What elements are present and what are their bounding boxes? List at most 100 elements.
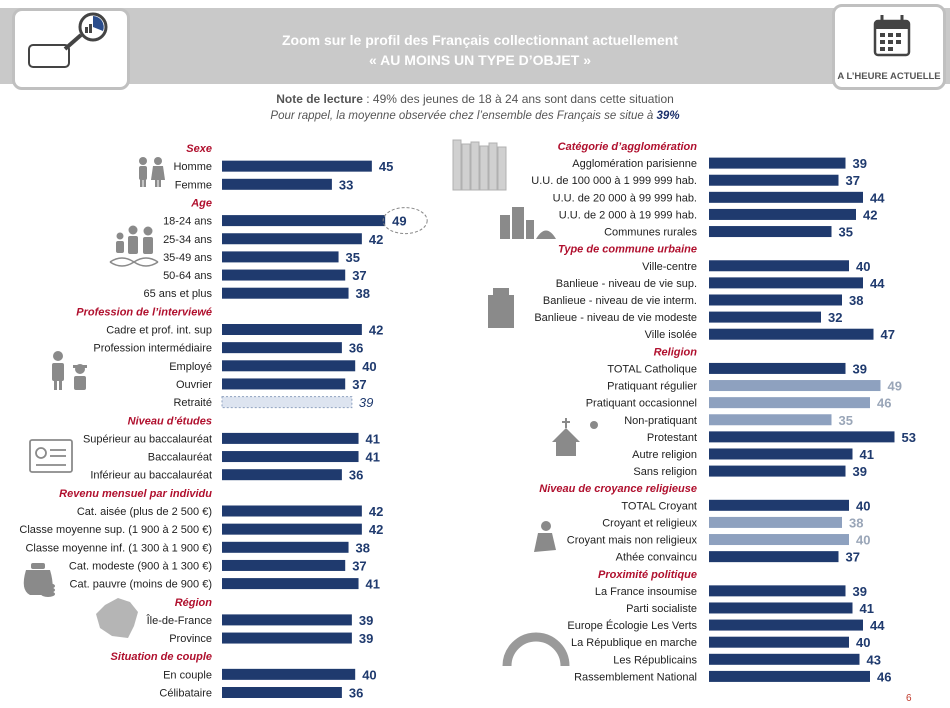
category-label: Pratiquant régulier (607, 381, 697, 393)
section-title: Religion (654, 346, 698, 358)
bar (222, 378, 346, 390)
value-label: 40 (362, 359, 376, 374)
bar (709, 602, 853, 614)
value-label: 37 (846, 550, 860, 565)
value-label: 38 (849, 293, 863, 308)
reading-note-text: : 49% des jeunes de 18 à 24 ans sont dan… (362, 92, 674, 106)
bar (709, 516, 842, 528)
category-label: Athée convaincu (616, 552, 697, 564)
category-label: En couple (163, 669, 212, 681)
bar (709, 670, 870, 682)
section-title: Niveau d’études (128, 415, 212, 427)
category-label: Île-de-France (146, 614, 212, 627)
category-label: Homme (173, 161, 212, 173)
bar (222, 523, 362, 535)
bar (222, 559, 346, 571)
category-label: Agglomération parisienne (572, 158, 697, 170)
category-label: Célibataire (159, 688, 212, 700)
period-badge: A L’HEURE ACTUELLE (837, 71, 941, 82)
category-label: Croyant mais non religieux (567, 535, 698, 547)
value-label: 39 (359, 613, 373, 628)
value-label: 35 (839, 413, 853, 428)
header: Zoom sur le profil des Français collecti… (0, 0, 950, 90)
category-label: 50-64 ans (163, 270, 212, 282)
bar (222, 233, 362, 245)
value-label: 42 (369, 232, 383, 247)
value-label: 44 (870, 190, 885, 205)
value-label: 38 (849, 515, 863, 530)
category-label: Rassemblement National (574, 671, 697, 683)
category-label: Province (169, 633, 212, 645)
bar (222, 287, 349, 299)
page-title: Zoom sur le profil des Français collecti… (140, 30, 820, 70)
value-label: 36 (349, 468, 363, 483)
value-label: 44 (870, 618, 885, 633)
category-label: Cat. pauvre (moins de 900 €) (70, 579, 212, 591)
section-title: Niveau de croyance religieuse (539, 483, 697, 495)
praying-person-icon (534, 521, 556, 552)
value-label: 45 (379, 159, 393, 174)
bar (222, 632, 352, 644)
value-label: 42 (369, 522, 383, 537)
highlight-ring (382, 207, 428, 235)
category-label: Sans religion (633, 466, 697, 478)
value-label: 46 (877, 396, 891, 411)
bar (222, 541, 349, 553)
category-label: Inférieur au baccalauréat (90, 470, 212, 482)
category-label: Ouvrier (176, 379, 212, 391)
bar (709, 260, 849, 272)
value-label: 46 (877, 669, 891, 684)
bar (222, 342, 342, 354)
bar (709, 619, 863, 631)
category-label: 65 ans et plus (144, 288, 213, 300)
category-label: Non-pratiquant (624, 415, 697, 427)
bar (709, 328, 874, 340)
category-label: Classe moyenne inf. (1 300 à 1 900 €) (25, 542, 212, 554)
bar (222, 469, 342, 481)
value-label: 37 (846, 173, 860, 188)
category-label: Pratiquant occasionnel (586, 398, 697, 410)
value-label: 40 (362, 667, 376, 682)
section-title: Situation de couple (111, 651, 212, 663)
bar (709, 311, 821, 323)
books-icon (452, 139, 507, 191)
category-label: Banlieue - niveau de vie sup. (556, 278, 697, 290)
bar (709, 499, 849, 511)
category-label: Femme (175, 179, 212, 191)
value-label: 39 (853, 361, 867, 376)
category-label: Supérieur au baccalauréat (83, 433, 212, 445)
bar (709, 653, 860, 665)
value-label: 39 (359, 395, 373, 410)
value-label: 53 (902, 430, 916, 445)
bar (709, 431, 895, 443)
average-note: Pour rappel, la moyenne observée chez l’… (150, 110, 800, 122)
category-label: U.U. de 2 000 à 19 999 hab. (559, 209, 697, 221)
category-label: U.U. de 20 000 à 99 999 hab. (553, 192, 697, 204)
value-label: 36 (349, 341, 363, 356)
value-label: 39 (853, 464, 867, 479)
bar (709, 191, 863, 203)
value-label: 40 (856, 635, 870, 650)
bar (709, 551, 839, 563)
category-label: Ville-centre (642, 261, 697, 273)
hemicycle-icon (502, 632, 570, 667)
france-map-icon (96, 598, 138, 638)
value-label: 37 (352, 558, 366, 573)
bar (709, 397, 870, 409)
section-title: Type de commune urbaine (558, 244, 697, 256)
value-label: 42 (369, 504, 383, 519)
right-panel: Catégorie d’agglomération Agglomération p… (531, 141, 916, 684)
section-title: Revenu mensuel par individu (59, 488, 212, 500)
value-label: 39 (853, 584, 867, 599)
section-title: Age (190, 197, 212, 209)
value-label: 35 (346, 250, 360, 265)
value-label: 39 (853, 156, 867, 171)
bar (709, 585, 846, 597)
reading-note: Note de lecture : 49% des jeunes de 18 à… (150, 92, 800, 106)
couple-icon (139, 157, 165, 187)
value-label: 42 (863, 207, 877, 222)
bar (222, 251, 339, 263)
bar (222, 178, 332, 190)
diploma-icon (29, 439, 73, 473)
bar (709, 362, 846, 374)
